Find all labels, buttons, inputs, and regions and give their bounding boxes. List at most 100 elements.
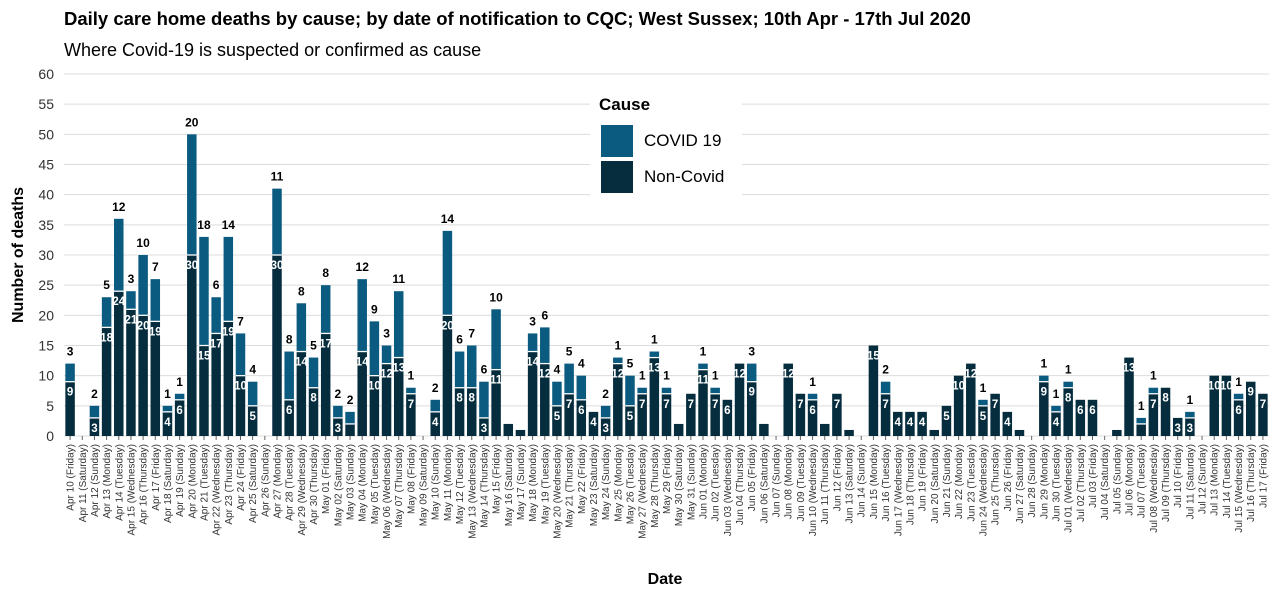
chart-subtitle: Where Covid-19 is suspected or confirmed… (64, 40, 482, 60)
label-covid: 12 (356, 260, 370, 274)
x-tick-label: May 26 (Tuesday) (625, 444, 636, 524)
bar-non-covid (917, 411, 927, 436)
label-non-covid: 4 (895, 417, 902, 429)
bar-non-covid (1075, 399, 1086, 436)
x-tick-label: Apr 27 (Monday) (273, 444, 284, 518)
bar-covid (1148, 387, 1159, 394)
bar-non-covid (101, 327, 112, 436)
label-non-covid: 10 (1208, 381, 1221, 393)
label-covid: 2 (335, 387, 342, 401)
bar-covid (211, 297, 221, 334)
label-non-covid: 7 (1260, 399, 1266, 411)
bar-non-covid (162, 411, 173, 436)
bar-non-covid (844, 429, 854, 436)
label-covid: 1 (1040, 357, 1047, 371)
x-tick-label: Apr 20 (Monday) (187, 444, 198, 518)
x-tick-label: Jul 13 (Monday) (1210, 444, 1221, 516)
bar-non-covid (978, 405, 988, 436)
label-non-covid: 8 (1162, 393, 1169, 405)
label-covid: 1 (1053, 387, 1060, 401)
label-non-covid: 5 (980, 411, 987, 423)
x-tick-label: Jun 28 (Sunday) (1027, 444, 1038, 517)
label-covid: 8 (286, 333, 293, 347)
bar-non-covid (126, 309, 136, 436)
label-non-covid: 18 (100, 332, 113, 344)
bar-non-covid (138, 315, 148, 436)
x-axis-title: Date (648, 571, 683, 588)
bar-non-covid (333, 417, 343, 436)
bar-covid (247, 381, 258, 406)
x-tick-label: Apr 17 (Friday) (151, 444, 162, 511)
x-tick-label: Jul 16 (Thursday) (1246, 444, 1257, 522)
x-tick-label: May 05 (Tuesday) (370, 444, 381, 524)
label-non-covid: 7 (882, 399, 888, 411)
label-non-covid: 6 (176, 405, 182, 417)
x-tick-label: May 20 (Wednesday) (552, 444, 563, 539)
label-non-covid: 3 (1175, 423, 1181, 435)
x-tick-label: May 03 (Sunday) (346, 444, 357, 520)
label-covid: 3 (529, 314, 536, 328)
label-non-covid: 9 (67, 387, 73, 399)
label-non-covid: 8 (469, 393, 476, 405)
bar-covid (564, 363, 574, 394)
bar-non-covid (467, 387, 477, 436)
bar-covid (430, 399, 440, 412)
x-tick-label: Jun 08 (Monday) (784, 444, 795, 519)
label-non-covid: 7 (408, 399, 414, 411)
label-covid: 3 (748, 345, 755, 359)
label-non-covid: 30 (185, 260, 198, 272)
bar-non-covid (491, 369, 501, 436)
bar-covid (625, 375, 635, 406)
x-tick-label: Apr 13 (Monday) (102, 444, 113, 518)
bar-non-covid (746, 381, 757, 436)
label-covid: 1 (712, 369, 719, 383)
label-covid: 7 (152, 260, 159, 274)
bar-non-covid (1245, 381, 1256, 436)
label-non-covid: 7 (688, 399, 694, 411)
x-tick-label: Jun 23 (Tuesday) (966, 444, 977, 521)
x-tick-label: Jun 30 (Tuesday) (1051, 444, 1062, 521)
legend-swatch-covid (601, 125, 633, 157)
label-non-covid: 3 (1187, 423, 1193, 435)
bar-covid (345, 411, 355, 424)
x-tick-label: May 11 (Monday) (443, 444, 454, 521)
x-tick-label: Jun 18 (Thursday) (905, 444, 916, 525)
label-covid: 1 (1065, 363, 1072, 377)
label-covid: 11 (392, 272, 405, 286)
bar-covid (223, 236, 234, 322)
label-covid: 1 (1235, 375, 1242, 389)
x-tick-label: May 21 (Thursday) (565, 444, 576, 528)
y-tick-label: 5 (46, 398, 54, 414)
x-tick-label: Jun 04 (Thursday) (735, 444, 746, 525)
label-covid: 7 (468, 327, 475, 341)
bar-covid (479, 381, 489, 418)
label-covid: 1 (639, 369, 646, 383)
bar-non-covid (1039, 381, 1049, 436)
bar-non-covid (442, 315, 453, 436)
label-covid: 1 (651, 333, 658, 347)
label-non-covid: 13 (648, 363, 661, 375)
bar-non-covid (150, 321, 161, 436)
x-tick-label: May 10 (Sunday) (431, 444, 442, 520)
bar-non-covid (783, 363, 793, 436)
label-non-covid: 12 (782, 369, 795, 381)
y-tick-label: 15 (38, 338, 54, 354)
bar-covid (576, 375, 587, 400)
bar-covid (1136, 417, 1146, 424)
bar-covid (527, 333, 538, 352)
bar-covid (381, 345, 392, 364)
bar-non-covid (1051, 411, 1061, 436)
x-tick-label: May 18 (Monday) (528, 444, 539, 522)
bar-non-covid (1063, 387, 1073, 436)
label-non-covid: 4 (590, 417, 597, 429)
bar-non-covid (759, 423, 769, 436)
label-covid: 5 (566, 345, 573, 359)
bar-covid (649, 351, 660, 358)
label-non-covid: 6 (1077, 405, 1083, 417)
x-tick-label: Jul 14 (Tuesday) (1222, 444, 1233, 518)
label-non-covid: 4 (1004, 417, 1011, 429)
label-non-covid: 14 (526, 357, 539, 369)
x-tick-label: Apr 25 (Saturday) (248, 444, 259, 523)
x-tick-label: Apr 10 (Friday) (66, 444, 77, 511)
legend: Cause COVID 19 Non-Covid (590, 90, 742, 202)
